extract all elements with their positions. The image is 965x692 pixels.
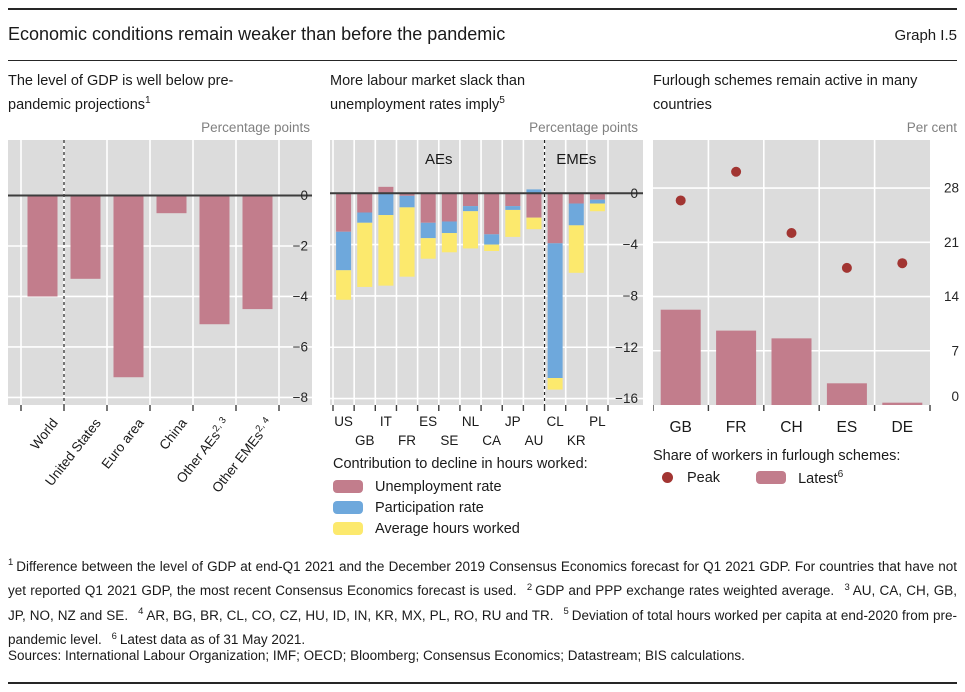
labour-slack-legend: Contribution to decline in hours worked:… [333, 456, 643, 539]
svg-text:−4: −4 [623, 237, 639, 252]
furlough-legend-title: Share of workers in furlough schemes: [653, 448, 901, 464]
legend-item-label: Latest6 [798, 469, 844, 487]
sources-line: Sources: International Labour Organizati… [8, 648, 745, 663]
legend-item-hours: Average hours worked [333, 518, 643, 539]
participation-swatch-icon [333, 501, 363, 514]
svg-text:CH: CH [780, 419, 802, 436]
bottom-rule [8, 682, 957, 684]
svg-text:AEs: AEs [425, 151, 453, 168]
title-rule [8, 60, 957, 61]
legend-item-label: Unemployment rate [375, 478, 502, 495]
svg-text:SE: SE [440, 433, 458, 448]
footnote: 3 AU, CA, CH, GB, JP, NO, NZ and SE. [8, 581, 957, 623]
svg-text:EMEs: EMEs [556, 151, 596, 168]
page-title: Economic conditions remain weaker than b… [8, 24, 506, 44]
svg-text:KR: KR [567, 433, 586, 448]
panel2-title-sup: 5 [499, 95, 505, 106]
svg-text:CA: CA [482, 433, 501, 448]
svg-text:0: 0 [630, 186, 638, 201]
peak-dot-icon [662, 472, 673, 484]
panel3-unit-label: Per cent [906, 120, 957, 135]
svg-text:DE: DE [892, 419, 914, 436]
panel3-title: Furlough schemes remain active in many c… [653, 71, 933, 115]
svg-text:FR: FR [726, 419, 747, 436]
svg-text:NL: NL [462, 414, 480, 429]
panel1-title-text: The level of GDP is well below pre-pande… [8, 73, 234, 113]
legend-item-label: Average hours worked [375, 520, 520, 537]
svg-text:−4: −4 [293, 289, 309, 304]
svg-text:−2: −2 [293, 239, 308, 254]
svg-text:28: 28 [944, 181, 959, 196]
latest-swatch-icon [756, 471, 787, 485]
footnote: 2 GDP and PPP exchange rates weighted ave… [526, 581, 839, 599]
svg-text:ES: ES [837, 419, 858, 436]
svg-text:0: 0 [951, 389, 959, 404]
svg-text:ES: ES [419, 414, 437, 429]
svg-text:FR: FR [398, 433, 416, 448]
svg-text:IT: IT [380, 414, 392, 429]
footnote: 6 Latest data as of 31 May 2021. [111, 630, 306, 648]
footnotes: 1 Difference between the level of GDP at … [8, 552, 957, 650]
panel1-title: The level of GDP is well below pre-pande… [8, 71, 266, 115]
svg-text:US: US [334, 414, 353, 429]
furlough-chart: 0 7 14 21 28 GB FR CH ES DE [653, 140, 960, 436]
legend-item-label: Participation rate [375, 499, 484, 516]
title-row: Economic conditions remain weaker than b… [8, 24, 957, 45]
top-rule [8, 8, 957, 10]
panel1-title-sup: 1 [145, 95, 151, 106]
svg-text:China: China [156, 415, 190, 452]
svg-text:PL: PL [589, 414, 606, 429]
svg-text:Euro area: Euro area [99, 415, 148, 471]
panel2-unit-label: Percentage points [529, 120, 638, 135]
panel3-title-text: Furlough schemes remain active in many c… [653, 73, 918, 113]
legend-item-unemployment: Unemployment rate [333, 476, 643, 497]
panel2-title-text: More labour market slack than unemployme… [330, 73, 526, 113]
svg-text:−12: −12 [615, 340, 638, 355]
svg-text:GB: GB [669, 419, 691, 436]
legend-item-participation: Participation rate [333, 497, 643, 518]
furlough-legend: Share of workers in furlough schemes: Pe… [653, 448, 957, 487]
legend-item-latest: Latest6 [756, 469, 843, 487]
svg-text:−16: −16 [615, 391, 638, 406]
svg-text:14: 14 [944, 289, 960, 304]
svg-text:World: World [27, 416, 60, 453]
legend-item-peak: Peak [653, 470, 720, 486]
labour-slack-legend-title: Contribution to decline in hours worked: [333, 456, 588, 472]
svg-text:7: 7 [951, 343, 959, 358]
legend-item-label: Peak [687, 469, 721, 486]
svg-text:AU: AU [525, 433, 544, 448]
footnote: 5 Deviation of total hours worked per cap… [8, 606, 957, 647]
svg-text:GB: GB [355, 433, 375, 448]
hours-swatch-icon [333, 522, 363, 535]
svg-text:−8: −8 [623, 288, 638, 303]
svg-text:CL: CL [546, 414, 564, 429]
svg-text:−6: −6 [293, 339, 308, 354]
footnote: 1 Difference between the level of GDP at … [8, 557, 957, 598]
panel1-unit-label: Percentage points [201, 120, 310, 135]
svg-text:0: 0 [300, 188, 308, 203]
graph-number-label: Graph I.5 [894, 27, 957, 44]
svg-text:JP: JP [505, 414, 521, 429]
unemployment-swatch-icon [333, 480, 363, 493]
svg-text:21: 21 [944, 235, 959, 250]
panel2-title: More labour market slack than unemployme… [330, 71, 592, 115]
svg-text:−8: −8 [293, 390, 308, 405]
footnote: 4 AR, BG, BR, CL, CO, CZ, HU, ID, IN, KR,… [138, 606, 558, 623]
